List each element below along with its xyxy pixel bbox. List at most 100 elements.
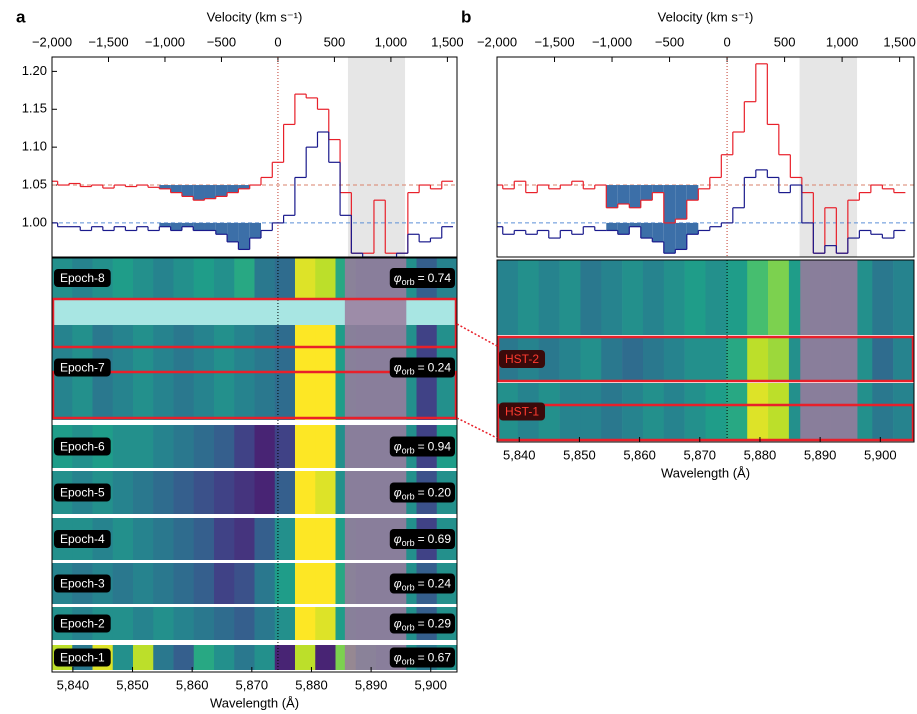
absorption-fill: [663, 185, 676, 223]
x-axis-title: Wavelength (Å): [210, 695, 299, 710]
heatmap-cell: [254, 563, 276, 604]
panel-letter: b: [461, 7, 471, 26]
phase-box: [389, 357, 455, 378]
x-tick-label: 500: [324, 34, 346, 49]
heatmap-cell: [112, 258, 134, 298]
heatmap-cell: [601, 337, 623, 381]
heatmap-cell: [684, 383, 706, 440]
heatmap-cell: [747, 260, 769, 335]
phase-separator: =: [418, 271, 425, 285]
heatmap-cell: [580, 383, 602, 440]
heatmap-cell: [274, 258, 296, 298]
heatmap-cell: [153, 425, 174, 468]
x-tick-label: −2,000: [477, 34, 517, 49]
phase-symbol: φ: [394, 617, 402, 631]
heatmap-cell: [173, 425, 195, 468]
heatmap-cell: [705, 383, 727, 440]
heatmap-cell: [684, 260, 706, 335]
label-box: [54, 530, 111, 548]
heatmap-cell: [622, 337, 644, 381]
heatmap-cell: [517, 260, 539, 335]
absorption-fill: [181, 185, 194, 197]
heatmap-cell: [112, 425, 134, 468]
heatmap-cell: [315, 518, 336, 560]
y-tick-label: 1.00: [22, 214, 47, 229]
heatmap-cell: [112, 471, 134, 514]
absorption-fill: [617, 185, 630, 204]
phase-box: [389, 482, 455, 503]
absorption-fill: [686, 222, 699, 235]
absorption-fill: [686, 185, 699, 201]
heatmap-cell: [768, 260, 790, 335]
phase-symbol: φ: [394, 577, 402, 591]
label-box: [499, 350, 546, 368]
shaded-region: [800, 260, 858, 335]
phase-separator: =: [418, 440, 425, 454]
x-tick-label: −500: [207, 34, 236, 49]
label-box: [54, 648, 111, 667]
absorption-fill: [159, 222, 171, 227]
heatmap-cell: [642, 260, 665, 335]
heatmap-cell: [726, 383, 748, 440]
phase-symbol: φ: [394, 440, 402, 454]
heatmap-cell: [193, 425, 215, 468]
heatmap-cell: [768, 383, 790, 440]
absorption-fill: [159, 185, 171, 189]
x-tick-label: 5,900: [414, 677, 447, 692]
heatmap-cell: [173, 300, 195, 420]
heatmap-cell: [193, 300, 215, 420]
heatmap-cell: [642, 383, 665, 440]
heatmap-cell: [254, 607, 276, 640]
row-label: Epoch-2: [60, 617, 105, 631]
heatmap-cell: [153, 518, 174, 560]
x-tick-label: −500: [655, 34, 684, 49]
x-tick-label: −1,500: [534, 34, 574, 49]
heatmap-cell: [274, 471, 296, 514]
heatmap-cell: [893, 383, 915, 440]
phase-box: [389, 529, 455, 549]
phase-value: 0.69: [428, 532, 452, 546]
absorption-fill: [215, 222, 228, 235]
heatmap-cell: [193, 607, 215, 640]
heatmap-cell: [234, 563, 255, 604]
heatmap-cell: [112, 645, 134, 670]
heatmap-cell: [538, 337, 560, 381]
heatmap-cell: [153, 300, 174, 420]
heatmap-cell: [133, 607, 154, 640]
phase-value: 0.67: [428, 651, 452, 665]
plot-frame: [496, 259, 915, 443]
phase-symbol: φ: [394, 271, 402, 285]
heatmap-cell: [173, 645, 195, 670]
label-box: [54, 269, 111, 287]
heatmap-cell: [622, 383, 644, 440]
heatmap-cell: [295, 300, 316, 420]
phase-separator: =: [418, 577, 425, 591]
absorption-fill: [606, 185, 618, 208]
phase-label: φorb = 0.69: [394, 532, 452, 548]
label-box: [54, 437, 111, 456]
heatmap-cell: [295, 607, 316, 640]
y-tick-label: 1.05: [22, 176, 47, 191]
heatmap-cell: [133, 645, 154, 670]
phase-label: φorb = 0.24: [394, 361, 452, 377]
heatmap-cell: [234, 258, 255, 298]
heatmap-cell: [193, 563, 215, 604]
absorption-fill: [629, 185, 641, 208]
absorption-fill: [227, 185, 239, 193]
heatmap-cell: [295, 258, 316, 298]
heatmap-cell: [173, 471, 195, 514]
row-label: Epoch-1: [60, 651, 105, 665]
heatmap-cell: [872, 337, 894, 381]
heatmap-cell: [705, 260, 727, 335]
absorption-fill: [170, 222, 182, 231]
x-axis-title: Wavelength (Å): [661, 465, 750, 480]
x-tick-label: 5,870: [236, 677, 269, 692]
absorption-fill: [629, 222, 641, 227]
x-tick-label: 5,860: [176, 677, 209, 692]
heatmap-cell: [315, 471, 336, 514]
heatmap-cell: [768, 337, 790, 381]
shaded-region: [800, 337, 858, 381]
panel-letter: a: [16, 7, 26, 26]
absorption-fill: [640, 185, 653, 201]
